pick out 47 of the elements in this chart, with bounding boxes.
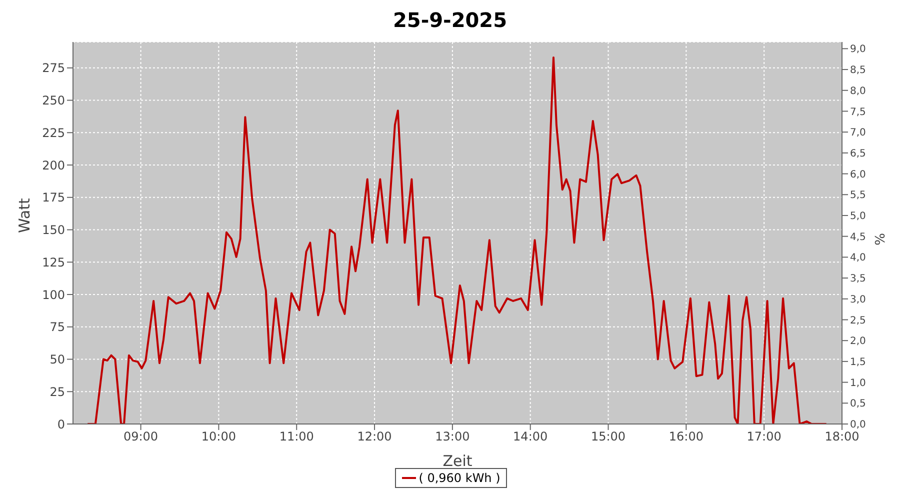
x-tick-label: 18:00 — [824, 430, 860, 444]
y2-tick-label: 5,0 — [850, 211, 866, 222]
y-tick-label: 0 — [57, 417, 65, 432]
x-tick-label: 14:00 — [513, 430, 548, 444]
line-series — [86, 56, 828, 424]
y2-tick-label: 7,5 — [850, 106, 866, 118]
y2-tick-label: 2,0 — [850, 336, 866, 348]
y-tick-label: 50 — [50, 352, 65, 367]
x-tick-label: 16:00 — [668, 430, 704, 444]
y2-tick-label: 1,0 — [850, 378, 866, 389]
y-tick-label: 175 — [42, 190, 65, 205]
x-tick-label: 10:00 — [201, 430, 236, 444]
y-tick-label: 225 — [42, 126, 65, 140]
y2-axis-title: % — [874, 233, 889, 246]
y-tick-label: 125 — [42, 255, 65, 270]
y-tick-label: 150 — [42, 223, 65, 238]
y-axis-title: Watt — [15, 198, 34, 233]
y2-tick-label: 3,0 — [850, 294, 866, 306]
legend-label: ( 0,960 kWh ) — [418, 471, 500, 485]
y-tick-label: 25 — [50, 384, 65, 399]
y2-tick-label: 8,0 — [850, 86, 866, 97]
y2-tick-label: 0,0 — [850, 420, 866, 431]
y2-tick-label: 6,5 — [850, 148, 866, 160]
x-tick-label: 11:00 — [279, 430, 314, 444]
y2-tick-label: 9,0 — [850, 44, 866, 56]
y2-tick-label: 4,0 — [850, 252, 866, 264]
x-tick-label: 17:00 — [746, 430, 782, 444]
y2-tick-label: 8,5 — [850, 65, 866, 76]
y2-tick-label: 2,5 — [850, 315, 866, 326]
y2-tick-label: 3,5 — [850, 274, 866, 285]
x-tick-label: 12:00 — [357, 430, 392, 444]
chart-title: 25-9-2025 — [392, 8, 508, 34]
y2-tick-label: 6,0 — [850, 169, 866, 180]
y2-tick-label: 1,5 — [850, 356, 866, 368]
y2-tick-label: 4,5 — [850, 232, 866, 243]
y-tick-label: 100 — [42, 288, 65, 302]
x-tick-label: 13:00 — [435, 430, 470, 444]
y-tick-label: 75 — [50, 320, 65, 334]
x-axis-title: Zeit — [442, 452, 472, 470]
x-tick-label: 15:00 — [590, 430, 626, 444]
y-tick-label: 250 — [42, 94, 65, 108]
y-tick-label: 275 — [42, 61, 65, 76]
y2-tick-label: 0,5 — [850, 398, 866, 410]
y2-tick-label: 5,5 — [850, 190, 866, 202]
y-tick-label: 200 — [42, 158, 65, 172]
x-tick-label: 09:00 — [123, 430, 158, 444]
y2-tick-label: 7,0 — [850, 128, 866, 139]
